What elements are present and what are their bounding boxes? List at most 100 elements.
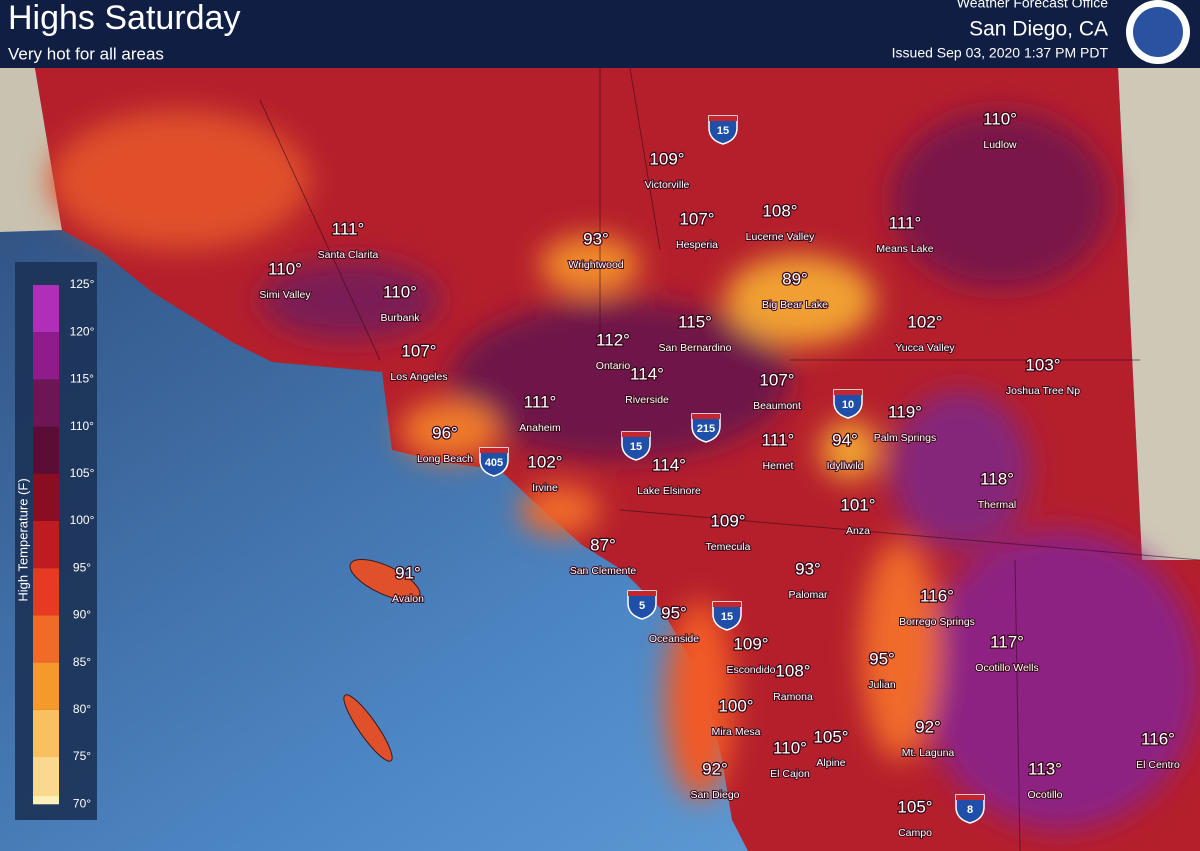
city-name: Ludlow bbox=[983, 139, 1017, 151]
city-name: El Centro bbox=[1136, 759, 1180, 771]
city-temp: 118° bbox=[980, 469, 1014, 488]
city-temp: 112° bbox=[596, 330, 630, 349]
city-temp: 108° bbox=[762, 201, 797, 220]
city-temp: 114° bbox=[630, 364, 664, 383]
legend-swatch bbox=[33, 521, 59, 569]
legend-label: 80° bbox=[73, 702, 91, 716]
desert-outside bbox=[0, 68, 62, 232]
legend-label: 100° bbox=[70, 513, 95, 527]
city-temp: 102° bbox=[527, 452, 562, 471]
legend-swatch bbox=[33, 379, 59, 427]
highway-shield bbox=[479, 447, 509, 477]
legend-swatch bbox=[33, 285, 59, 333]
title: Highs Saturday bbox=[8, 0, 240, 37]
highway-shield bbox=[627, 590, 657, 620]
city-temp: 101° bbox=[840, 495, 875, 514]
city-temp: 109° bbox=[710, 511, 745, 530]
highway-number: 215 bbox=[697, 423, 715, 435]
city-temp: 119° bbox=[888, 402, 922, 421]
city-name: El Cajon bbox=[770, 768, 810, 780]
highway-number: 8 bbox=[967, 804, 973, 816]
highway-number: 15 bbox=[717, 125, 729, 137]
city-temp: 114° bbox=[652, 455, 686, 474]
city-temp: 93° bbox=[795, 559, 821, 578]
city-temp: 111° bbox=[332, 219, 365, 238]
city-name: Long Beach bbox=[417, 453, 473, 465]
highway-shield bbox=[713, 602, 741, 607]
city-temp: 105° bbox=[897, 797, 932, 816]
city-temp: 110° bbox=[268, 259, 302, 278]
legend-swatch bbox=[33, 709, 59, 757]
issued: Issued Sep 03, 2020 1:37 PM PDT bbox=[892, 45, 1109, 61]
header-bar bbox=[0, 0, 1200, 68]
city-temp: 95° bbox=[661, 603, 687, 622]
highway-shield bbox=[708, 115, 738, 145]
city-name: Hemet bbox=[763, 460, 794, 472]
highway-shield bbox=[621, 431, 651, 461]
city-name: Los Angeles bbox=[390, 371, 447, 383]
temperature-shading bbox=[50, 110, 1200, 830]
logo bbox=[1133, 7, 1183, 57]
city-name: Anza bbox=[846, 525, 870, 537]
city-temp: 105° bbox=[813, 727, 848, 746]
city-temp: 111° bbox=[762, 430, 795, 449]
island bbox=[343, 694, 393, 762]
city-temp: 110° bbox=[983, 109, 1017, 128]
boundary bbox=[259, 67, 1200, 851]
legend-label: 120° bbox=[70, 324, 95, 338]
legend-swatch bbox=[33, 473, 59, 521]
subtitle: Very hot for all areas bbox=[8, 44, 164, 63]
city-name: Thermal bbox=[978, 499, 1017, 511]
city-temp: 95° bbox=[869, 649, 895, 668]
city-temp: 89° bbox=[782, 269, 808, 288]
city-temp: 111° bbox=[524, 392, 557, 411]
city-name: Temecula bbox=[706, 541, 751, 553]
city-name: Palomar bbox=[788, 589, 828, 601]
city-name: San Bernardino bbox=[659, 342, 732, 354]
city-temp: 103° bbox=[1025, 355, 1060, 374]
highway-number: 15 bbox=[721, 611, 733, 623]
city-temp: 91° bbox=[395, 563, 421, 582]
legend-swatch bbox=[33, 662, 59, 710]
city-temp: 116° bbox=[1141, 729, 1175, 748]
highway-number: 5 bbox=[639, 600, 645, 612]
legend-swatch bbox=[33, 332, 59, 380]
legend-title: High Temperature (F) bbox=[15, 478, 30, 601]
city-name: Alpine bbox=[816, 757, 845, 769]
legend-label: 90° bbox=[73, 608, 91, 622]
island bbox=[349, 559, 421, 601]
city-temp: 109° bbox=[733, 634, 768, 653]
city-name: Idyllwild bbox=[827, 460, 864, 472]
legend-label: 105° bbox=[70, 466, 95, 480]
city-temp: 116° bbox=[920, 586, 954, 605]
city-temp: 107° bbox=[679, 209, 714, 228]
city-temp: 109° bbox=[649, 149, 684, 168]
city-name: Victorville bbox=[645, 179, 690, 191]
city-name: Hesperia bbox=[676, 239, 718, 251]
city-name: San Clemente bbox=[570, 565, 637, 577]
city-name: Anaheim bbox=[519, 422, 561, 434]
location: San Diego, CA bbox=[969, 18, 1108, 41]
highway-shield bbox=[956, 795, 984, 800]
legend-swatch bbox=[33, 426, 59, 474]
city-name: San Diego bbox=[690, 789, 739, 801]
highway-shield bbox=[709, 116, 737, 121]
city-name: Irvine bbox=[532, 482, 558, 494]
city-name: Riverside bbox=[625, 394, 669, 406]
city-name: Wrightwood bbox=[568, 259, 623, 271]
city-temp: 113° bbox=[1028, 759, 1062, 778]
city-name: Ontario bbox=[596, 360, 631, 372]
city-temp: 110° bbox=[773, 738, 807, 757]
city-name: Mira Mesa bbox=[711, 726, 760, 738]
city-name: Joshua Tree Np bbox=[1006, 385, 1080, 397]
city-name: Ocotillo bbox=[1027, 789, 1062, 801]
city-name: Burbank bbox=[380, 312, 420, 324]
city-name: Julian bbox=[868, 679, 896, 691]
highway-number: 10 bbox=[842, 399, 854, 411]
city-name: Mt. Laguna bbox=[902, 747, 955, 759]
city-name: Borrego Springs bbox=[899, 616, 975, 628]
legend-label: 75° bbox=[73, 749, 91, 763]
city-name: Santa Clarita bbox=[318, 249, 379, 261]
city-name: Lucerne Valley bbox=[746, 231, 815, 243]
